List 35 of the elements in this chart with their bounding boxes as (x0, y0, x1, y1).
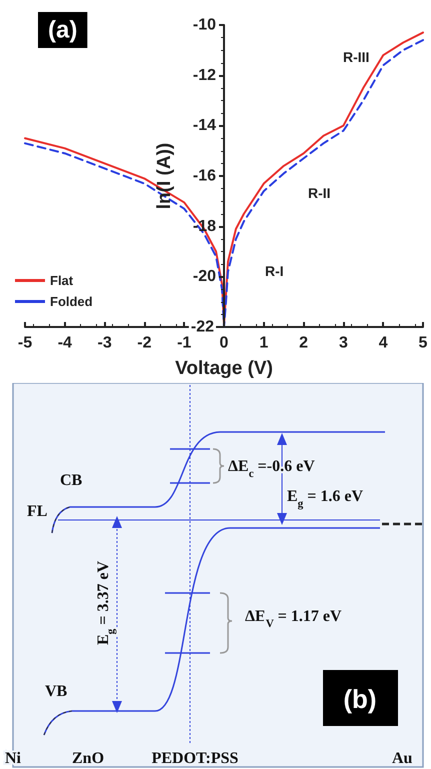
text: ZnO (72, 750, 104, 767)
x-tick-label: -2 (137, 334, 152, 352)
x-tick-label: 1 (259, 334, 268, 352)
y-tick-label: -10 (192, 16, 216, 34)
x-tick-label: 5 (418, 334, 428, 352)
y-tick-label: -14 (192, 117, 216, 134)
y-axis-title: ln(I (A)) (154, 142, 175, 210)
legend-label: Folded (50, 294, 93, 309)
text: Ni (5, 750, 22, 767)
annotation: R-III (343, 49, 370, 65)
text: FL (27, 503, 48, 520)
legend-label: Flat (50, 273, 74, 288)
x-tick-label: -4 (58, 334, 72, 352)
text: VB (45, 683, 68, 700)
text: CB (60, 472, 83, 489)
y-tick-label: -20 (192, 268, 216, 286)
text: (b) (343, 684, 377, 714)
x-tick-label: 3 (338, 334, 348, 352)
text: E$_{g}$ = 1.6 eV (287, 488, 364, 510)
x-tick-label: -3 (97, 334, 112, 352)
x-tick-label: -1 (177, 334, 192, 352)
x-tick-label: 4 (378, 334, 388, 352)
y-tick-label: -22 (190, 318, 214, 336)
y-tick-label: -16 (192, 168, 216, 184)
x-axis-title: Voltage (V) (175, 358, 273, 379)
text: Au (392, 750, 413, 767)
text: ΔE$_{V}$ = 1.17 eV (245, 608, 342, 630)
x-tick-label: -5 (18, 334, 32, 352)
chart-title: (a) (48, 16, 78, 44)
x-tick-label: 2 (299, 334, 308, 352)
annotation: R-II (308, 185, 331, 201)
text: PEDOT:PSS (152, 750, 239, 767)
x-tick-label: 0 (220, 334, 229, 352)
annotation: R-I (265, 263, 284, 279)
y-tick-label: -12 (192, 66, 216, 84)
